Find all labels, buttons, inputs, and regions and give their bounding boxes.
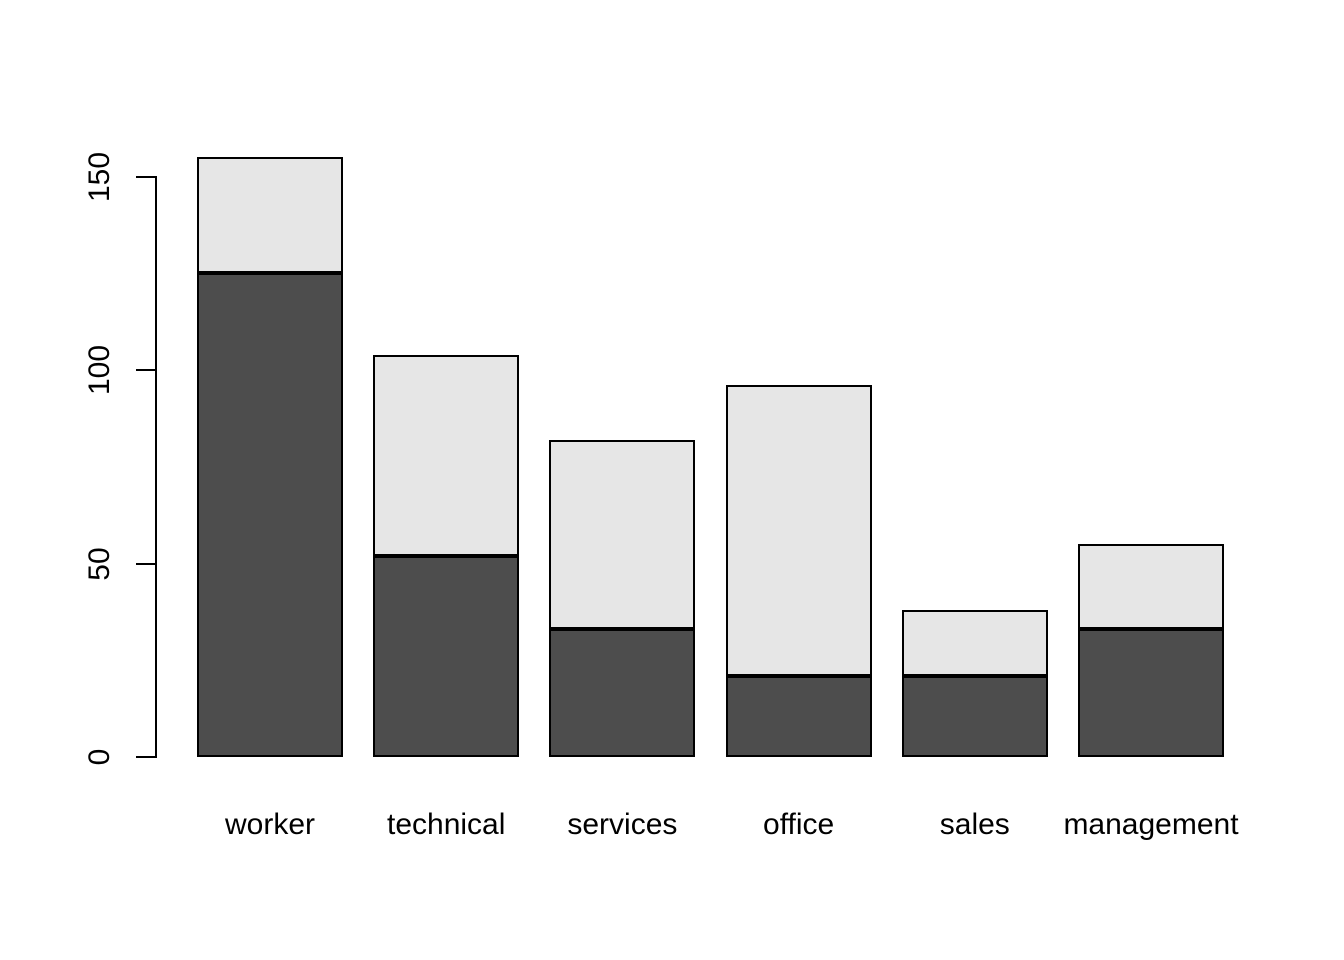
y-tick-label: 100 xyxy=(83,344,116,396)
x-category-label-worker: worker xyxy=(224,808,316,841)
bar-segment-sales-bottom-segment-dark xyxy=(901,675,1048,757)
y-axis-tick xyxy=(136,756,155,758)
bar-segment-office-top-segment-light xyxy=(725,385,872,676)
x-category-label-management: management xyxy=(1063,808,1239,841)
y-tick-label: 150 xyxy=(83,151,116,202)
y-axis-tick xyxy=(136,369,155,371)
bar-segment-technical-top-segment-light xyxy=(373,354,520,556)
y-tick-label: 50 xyxy=(83,546,116,581)
y-tick-label: 0 xyxy=(83,748,116,766)
bar-segment-services-top-segment-light xyxy=(549,439,696,630)
x-category-label-office: office xyxy=(763,808,835,841)
y-axis-line xyxy=(155,175,157,758)
bar-segment-management-bottom-segment-dark xyxy=(1078,629,1224,757)
bar-segment-sales-top-segment-light xyxy=(901,609,1048,676)
y-axis-tick xyxy=(136,175,155,178)
bar-segment-office-bottom-segment-dark xyxy=(725,675,872,757)
bar-segment-worker-top-segment-light xyxy=(197,157,343,274)
bar-segment-technical-bottom-segment-dark xyxy=(373,555,520,757)
x-category-label-services: services xyxy=(567,808,678,841)
bar-segment-worker-bottom-segment-dark xyxy=(197,273,343,757)
bar-segment-management-top-segment-light xyxy=(1078,544,1224,630)
x-category-label-technical: technical xyxy=(386,808,506,841)
bar-segment-services-bottom-segment-dark xyxy=(549,629,696,757)
x-category-label-sales: sales xyxy=(939,808,1010,841)
y-axis-tick xyxy=(136,562,155,565)
